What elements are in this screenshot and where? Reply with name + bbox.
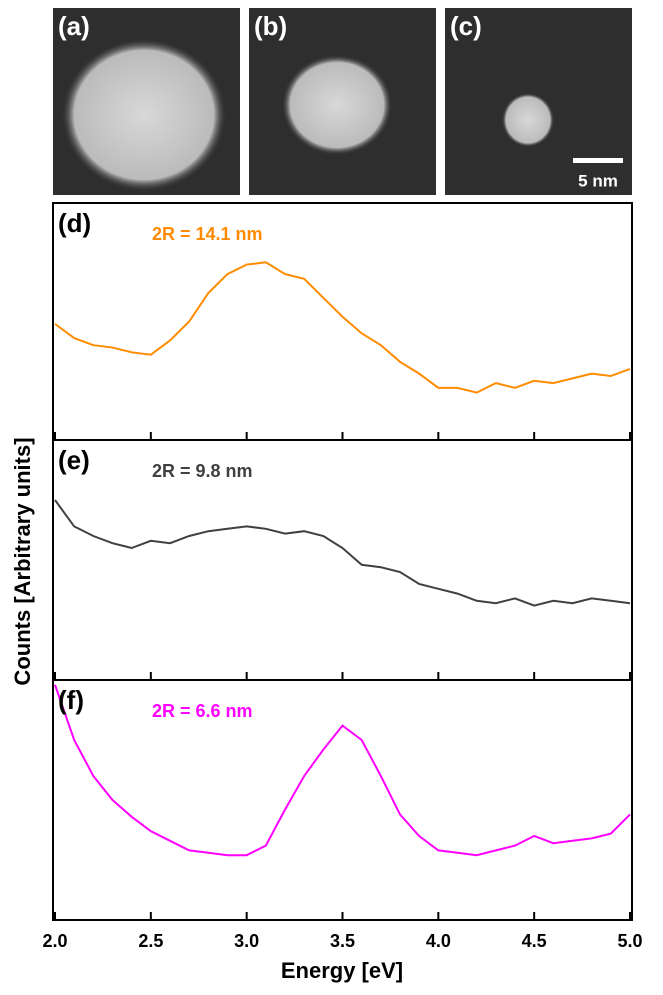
particle-b — [282, 55, 392, 155]
spectrum-line — [54, 684, 631, 857]
panel-frame — [52, 679, 633, 921]
image-label: (c) — [450, 11, 482, 41]
annotation: 2R = 14.1 nm — [152, 224, 263, 244]
image-label: (b) — [254, 11, 287, 41]
x-axis-label: Energy [eV] — [281, 958, 403, 983]
spectrum-line — [54, 499, 631, 607]
panel-label: (f) — [58, 685, 84, 715]
particle-c — [502, 93, 554, 147]
x-tick-label: 3.5 — [330, 931, 355, 951]
x-tick-label: 4.5 — [522, 931, 547, 951]
panel-label: (e) — [58, 445, 90, 475]
particle-a — [62, 39, 226, 191]
image-label: (a) — [58, 11, 90, 41]
image-panels: 5 nm (a) (b) (c) — [53, 8, 632, 195]
panel-frame — [52, 439, 633, 681]
scale-bar — [573, 158, 623, 163]
x-tick-label: 5.0 — [617, 931, 642, 951]
annotation: 2R = 9.8 nm — [152, 461, 253, 481]
scale-bar-label: 5 nm — [578, 171, 618, 190]
annotation: 2R = 6.6 nm — [152, 701, 253, 721]
panel-frame — [52, 202, 633, 441]
x-tick-label: 4.0 — [426, 931, 451, 951]
panel-label: (d) — [58, 208, 91, 238]
x-tick-label: 3.0 — [234, 931, 259, 951]
spectrum-line — [54, 261, 631, 394]
x-tick-label: 2.5 — [138, 931, 163, 951]
x-tick-label: 2.0 — [42, 931, 67, 951]
y-axis-label: Counts [Arbitrary units] — [10, 437, 35, 685]
